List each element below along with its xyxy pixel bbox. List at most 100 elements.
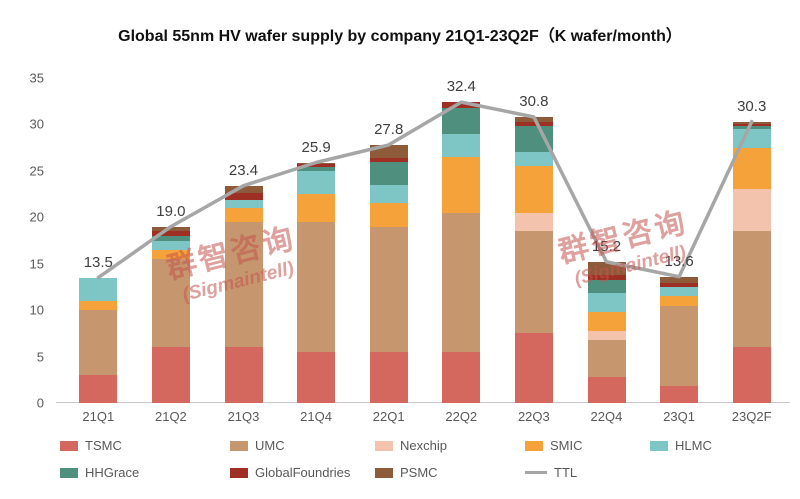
legend-item-hlmc: HLMC [650, 438, 780, 453]
bar-segment-globalfoundries [514, 121, 553, 127]
legend-label: Nexchip [400, 438, 447, 453]
bar-segment-psmc [514, 117, 553, 122]
bar-segment-tsmc [732, 347, 771, 403]
bar-segment-hlmc [224, 199, 263, 208]
bar-segment-tsmc [514, 333, 553, 403]
bar-segment-tsmc [297, 351, 336, 403]
bar-segment-globalfoundries [369, 157, 408, 162]
y-tick-label: 10 [29, 302, 44, 318]
legend: TSMC UMC Nexchip SMIC HLMC HHGrace GlobalFound… [60, 438, 780, 480]
bar-segment-psmc [587, 261, 626, 275]
legend-box-marker [230, 467, 248, 478]
bar-segment-globalfoundries [224, 192, 263, 200]
bar-segment-psmc [224, 185, 263, 193]
bar-segment-hhgrace [587, 279, 626, 294]
bar-segment-smic [369, 203, 408, 227]
bar-segment-smic [660, 296, 699, 306]
legend-item-umc: UMC [230, 438, 375, 453]
legend-item-smic: SMIC [525, 438, 650, 453]
bar-segment-umc [297, 221, 336, 352]
y-tick-label: 35 [29, 70, 44, 86]
legend-line-marker [525, 471, 547, 474]
y-tick-label: 5 [36, 349, 44, 365]
bar-segment-hhgrace [442, 107, 481, 134]
bar-segment-nexchip [732, 189, 771, 232]
x-tick-label: 22Q3 [517, 409, 550, 424]
bar-segment-umc [514, 231, 553, 334]
legend-item-tsmc: TSMC [60, 438, 230, 453]
bar-segment-psmc [660, 276, 699, 284]
bar-segment-tsmc [442, 351, 481, 403]
x-tick-label: 21Q4 [300, 409, 332, 424]
total-data-label: 30.8 [519, 93, 549, 110]
bar-segment-umc [587, 339, 626, 377]
y-tick-label: 20 [29, 209, 44, 225]
bar-segment-umc [151, 259, 190, 348]
bar-segment-hlmc [79, 277, 118, 301]
bar-segment-smic [732, 147, 771, 190]
x-tick-label: 23Q2F [731, 409, 772, 424]
bar-segment-umc [224, 221, 263, 348]
legend-label: TSMC [85, 438, 122, 453]
bar-segment-smic [442, 156, 481, 213]
total-data-label: 15.2 [591, 237, 622, 255]
bar-segment-psmc [297, 162, 336, 165]
y-axis: 0 5 10 15 20 25 30 35 [0, 71, 52, 411]
legend-item-nexchip: Nexchip [375, 438, 525, 453]
total-data-label: 19.0 [156, 202, 186, 220]
x-tick-label: 23Q1 [663, 409, 695, 424]
y-tick-label: 30 [29, 116, 44, 132]
total-data-label: 13.6 [664, 252, 694, 270]
bar-segment-globalfoundries [297, 164, 336, 168]
legend-item-globalfoundries: GlobalFoundries [230, 465, 375, 480]
x-tick-label: 22Q2 [445, 409, 478, 424]
total-data-label: 13.5 [83, 253, 113, 271]
bar-segment-hhgrace [151, 235, 190, 241]
bar-segment-smic [587, 312, 626, 331]
legend-label: PSMC [400, 465, 438, 480]
plot-region: 13.5 19.0 23.4 25.9 27.8 32.4 30.8 15.2 13.6 30.3 [56, 78, 790, 403]
legend-label: HHGrace [85, 465, 140, 480]
x-tick-label: 21Q2 [154, 409, 187, 424]
bar-segment-hlmc [151, 240, 190, 250]
ttl-line-path [96, 100, 754, 280]
bar-segment-hlmc [514, 152, 553, 167]
legend-label: UMC [255, 438, 285, 453]
bar-segment-tsmc [79, 375, 118, 403]
legend-box-marker [60, 440, 78, 451]
bar-segment-psmc [151, 226, 190, 232]
legend-label: SMIC [550, 438, 583, 453]
x-tick-label: 21Q3 [227, 409, 260, 424]
bar-segment-umc [732, 231, 771, 348]
total-data-label: 25.9 [301, 138, 331, 156]
y-tick-label: 25 [29, 163, 44, 179]
bar-segment-smic [224, 208, 263, 222]
bar-segment-hlmc [297, 170, 336, 195]
bar-segment-hhgrace [732, 126, 771, 130]
bar-segment-globalfoundries [587, 274, 626, 280]
bar-segment-hlmc [660, 286, 699, 297]
y-tick-label: 15 [29, 256, 44, 272]
bar-segment-umc [660, 305, 699, 387]
total-data-label: 27.8 [374, 120, 404, 138]
legend-box-marker [375, 467, 393, 478]
bar-segment-nexchip [587, 330, 626, 340]
bar-segment-hlmc [732, 129, 771, 148]
total-data-label: 23.4 [228, 161, 259, 179]
bar-segment-umc [79, 310, 118, 376]
legend-item-ttl: TTL [525, 465, 650, 480]
total-data-label: 32.4 [446, 78, 476, 96]
total-data-label: 30.3 [737, 97, 767, 115]
bar-segment-psmc [369, 144, 408, 158]
bar-segment-globalfoundries [151, 231, 190, 236]
bar-segment-nexchip [514, 212, 553, 232]
x-tick-label: 22Q1 [372, 409, 405, 424]
x-axis-baseline [56, 402, 790, 403]
bar-segment-smic [151, 249, 190, 260]
legend-box-marker [375, 440, 393, 451]
bar-segment-globalfoundries [732, 123, 771, 127]
legend-label: GlobalFoundries [255, 465, 351, 480]
bar-segment-umc [369, 226, 408, 352]
bar-segment-globalfoundries [442, 102, 481, 108]
legend-item-hhgrace: HHGrace [60, 465, 230, 480]
